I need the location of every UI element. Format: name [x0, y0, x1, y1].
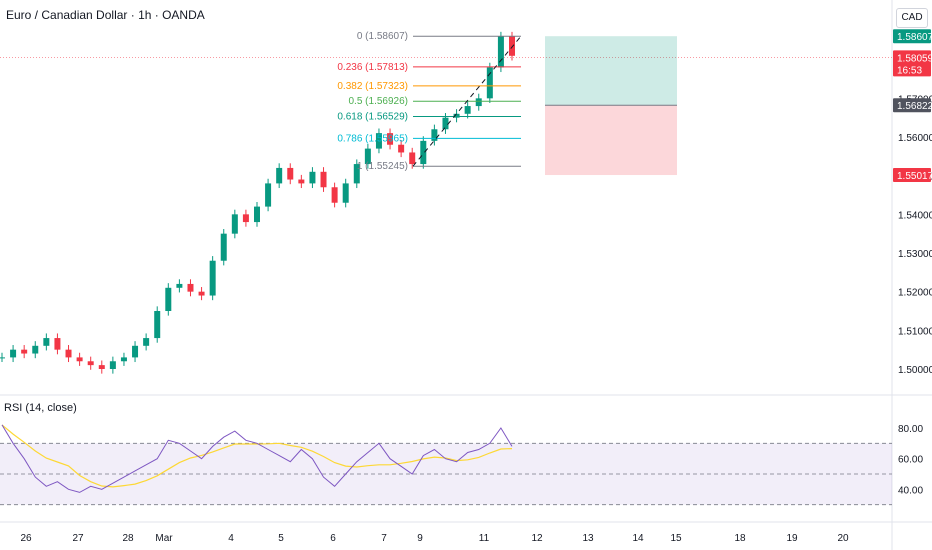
loss-zone: [545, 105, 677, 176]
candle-body: [98, 365, 105, 369]
price-badge: [893, 50, 931, 77]
rsi-label: RSI (14, close): [4, 402, 77, 414]
price-tick-label: 1.56000: [898, 133, 932, 144]
rsi-tick-label: 40.00: [898, 485, 923, 496]
candle-body: [320, 171, 327, 188]
candle-body: [387, 133, 394, 145]
candle-body: [309, 171, 316, 184]
candle-body: [231, 214, 238, 234]
rsi-tick-label: 60.00: [898, 455, 923, 466]
rsi-tick-label: 80.00: [898, 424, 923, 435]
candle-body: [442, 117, 449, 130]
candle-body: [409, 152, 416, 165]
time-tick-label: 27: [72, 533, 84, 544]
candle-body: [0, 357, 5, 359]
time-tick-label: 28: [122, 533, 134, 544]
currency-button[interactable]: CAD: [896, 8, 928, 28]
price-tick-label: 1.52000: [898, 288, 932, 299]
time-tick-label: 4: [228, 533, 234, 544]
candle-body: [497, 36, 504, 68]
candle-body: [486, 67, 493, 99]
price-badge: [893, 29, 931, 44]
candle-body: [76, 357, 83, 362]
candle-body: [132, 345, 139, 358]
candle-body: [176, 283, 183, 288]
candle-body: [431, 129, 438, 141]
candle-body: [398, 144, 405, 153]
time-tick-label: 19: [786, 533, 798, 544]
candle-body: [109, 361, 116, 369]
price-badge: [893, 98, 931, 113]
time-tick-label: Mar: [155, 533, 173, 544]
candle-body: [220, 233, 227, 261]
candle-body: [287, 167, 294, 180]
time-tick-label: 26: [20, 533, 32, 544]
candle-body: [375, 133, 382, 149]
fib-level-label: 0.786 (1.55965): [337, 133, 408, 144]
candle-body: [265, 183, 272, 207]
candle-body: [198, 291, 205, 296]
price-tick-label: 1.53000: [898, 249, 932, 260]
time-tick-label: 6: [330, 533, 336, 544]
time-tick-label: 14: [632, 533, 644, 544]
price-tick-label: 1.50000: [898, 365, 932, 376]
time-tick-label: 15: [670, 533, 682, 544]
fib-level-label: 0.618 (1.56529): [337, 112, 408, 123]
time-tick-label: 13: [582, 533, 594, 544]
candle-body: [242, 214, 249, 223]
price-badge-label: 1.55017: [897, 171, 932, 182]
price-badge-label: 1.56822: [897, 101, 932, 112]
time-tick-label: 20: [837, 533, 849, 544]
countdown-label: 16:53: [897, 65, 922, 76]
candle-body: [10, 349, 17, 358]
profit-zone: [545, 36, 677, 106]
candle-body: [509, 36, 515, 56]
candle-body: [120, 357, 127, 362]
price-badge-label: 1.58059: [897, 53, 932, 64]
fib-level-label: 1 (1.55245): [357, 161, 408, 172]
candle-body: [420, 140, 427, 165]
price-badge: [893, 168, 931, 183]
candle-body: [54, 338, 61, 350]
price-badge-label: 1.58607: [897, 32, 932, 43]
candle-body: [331, 187, 338, 203]
time-tick-label: 18: [734, 533, 746, 544]
candle-body: [453, 113, 460, 118]
candle-body: [65, 349, 72, 358]
candle-body: [364, 148, 371, 165]
fib-trend-line: [412, 35, 522, 167]
rsi-line: [1, 424, 513, 493]
time-tick-label: 5: [278, 533, 284, 544]
candle-body: [475, 98, 482, 107]
chart-title: Euro / Canadian Dollar · 1h · OANDA: [6, 8, 205, 22]
time-tick-label: 12: [531, 533, 543, 544]
rsi-ma-line: [1, 424, 513, 488]
candle-body: [43, 338, 50, 346]
candle-body: [187, 283, 194, 292]
candle-body: [21, 349, 28, 354]
fib-level-label: 0 (1.58607): [357, 31, 408, 42]
candle-body: [143, 338, 150, 346]
fib-level-label: 0.382 (1.57323): [337, 81, 408, 92]
fib-level-label: 0.236 (1.57813): [337, 62, 408, 73]
candle-body: [298, 179, 305, 184]
candle-body: [464, 106, 471, 114]
candle-body: [254, 206, 260, 223]
candle-body: [154, 311, 161, 339]
candle-body: [165, 287, 172, 311]
candle-body: [87, 361, 94, 366]
candle-body: [209, 260, 216, 296]
time-tick-label: 7: [381, 533, 387, 544]
candle-body: [353, 164, 360, 184]
candle-body: [32, 345, 39, 354]
price-tick-label: 1.54000: [898, 210, 932, 221]
time-tick-label: 9: [417, 533, 423, 544]
candle-body: [342, 183, 349, 203]
time-tick-label: 11: [479, 533, 490, 544]
candle-body: [276, 167, 283, 184]
price-tick-label: 1.51000: [898, 326, 932, 337]
fib-level-label: 0.5 (1.56926): [349, 96, 409, 107]
